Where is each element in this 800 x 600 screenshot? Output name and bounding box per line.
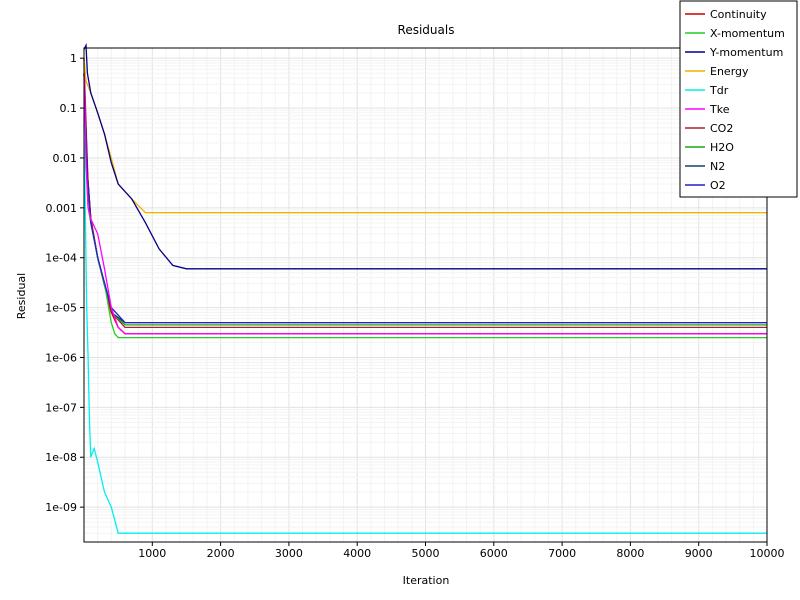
x-tick-label: 1000 (138, 547, 166, 560)
y-tick-label: 1e-07 (45, 401, 77, 414)
y-tick-label: 1e-04 (45, 252, 77, 265)
legend-label: Tke (709, 103, 730, 116)
x-tick-label: 5000 (412, 547, 440, 560)
series-line-tdr (83, 123, 767, 534)
series-line-tke (83, 58, 767, 335)
legend-label: CO2 (710, 122, 733, 135)
legend-label: N2 (710, 160, 725, 173)
y-tick-label: 0.001 (46, 202, 78, 215)
x-tick-label: 8000 (616, 547, 644, 560)
legend-label: X-momentum (710, 27, 785, 40)
y-axis: 1 0.1 0.01 0.001 1e-04 1e-05 1e-06 1e-07 1e-08 1e… (45, 52, 84, 514)
y-tick-label: 1e-06 (45, 351, 77, 364)
y-tick-label: 1e-05 (45, 302, 77, 315)
y-axis-label: Residual (15, 273, 28, 319)
x-tick-label: 6000 (480, 547, 508, 560)
legend-label: Y-momentum (709, 46, 783, 59)
y-tick-label: 1e-08 (45, 451, 77, 464)
legend: Continuity X-momentum Y-momentum Energy Tdr T… (679, 0, 798, 198)
x-tick-label: 9000 (685, 547, 713, 560)
y-tick-label: 1 (70, 52, 77, 65)
series-line-o2 (83, 73, 767, 324)
x-tick-label: 4000 (343, 547, 371, 560)
chart-title: Residuals (398, 23, 455, 37)
x-tick-label: 2000 (207, 547, 235, 560)
y-tick-label: 0.1 (60, 102, 78, 115)
legend-label: Tdr (709, 84, 729, 97)
legend-label: Energy (710, 65, 749, 78)
y-tick-label: 0.01 (53, 152, 78, 165)
grid (84, 48, 767, 543)
x-axis-label: Iteration (403, 574, 450, 587)
legend-label: H2O (710, 141, 734, 154)
series-line-y-momentum (83, 42, 767, 270)
legend-label: O2 (710, 179, 726, 192)
x-tick-label: 10000 (750, 547, 785, 560)
x-tick-label: 3000 (275, 547, 303, 560)
x-tick-label: 7000 (548, 547, 576, 560)
series-group (83, 42, 767, 534)
legend-label: Continuity (710, 8, 767, 21)
x-axis: 1000 2000 3000 4000 5000 6000 7000 8000 9000 1000… (138, 542, 785, 560)
y-tick-label: 1e-09 (45, 501, 77, 514)
